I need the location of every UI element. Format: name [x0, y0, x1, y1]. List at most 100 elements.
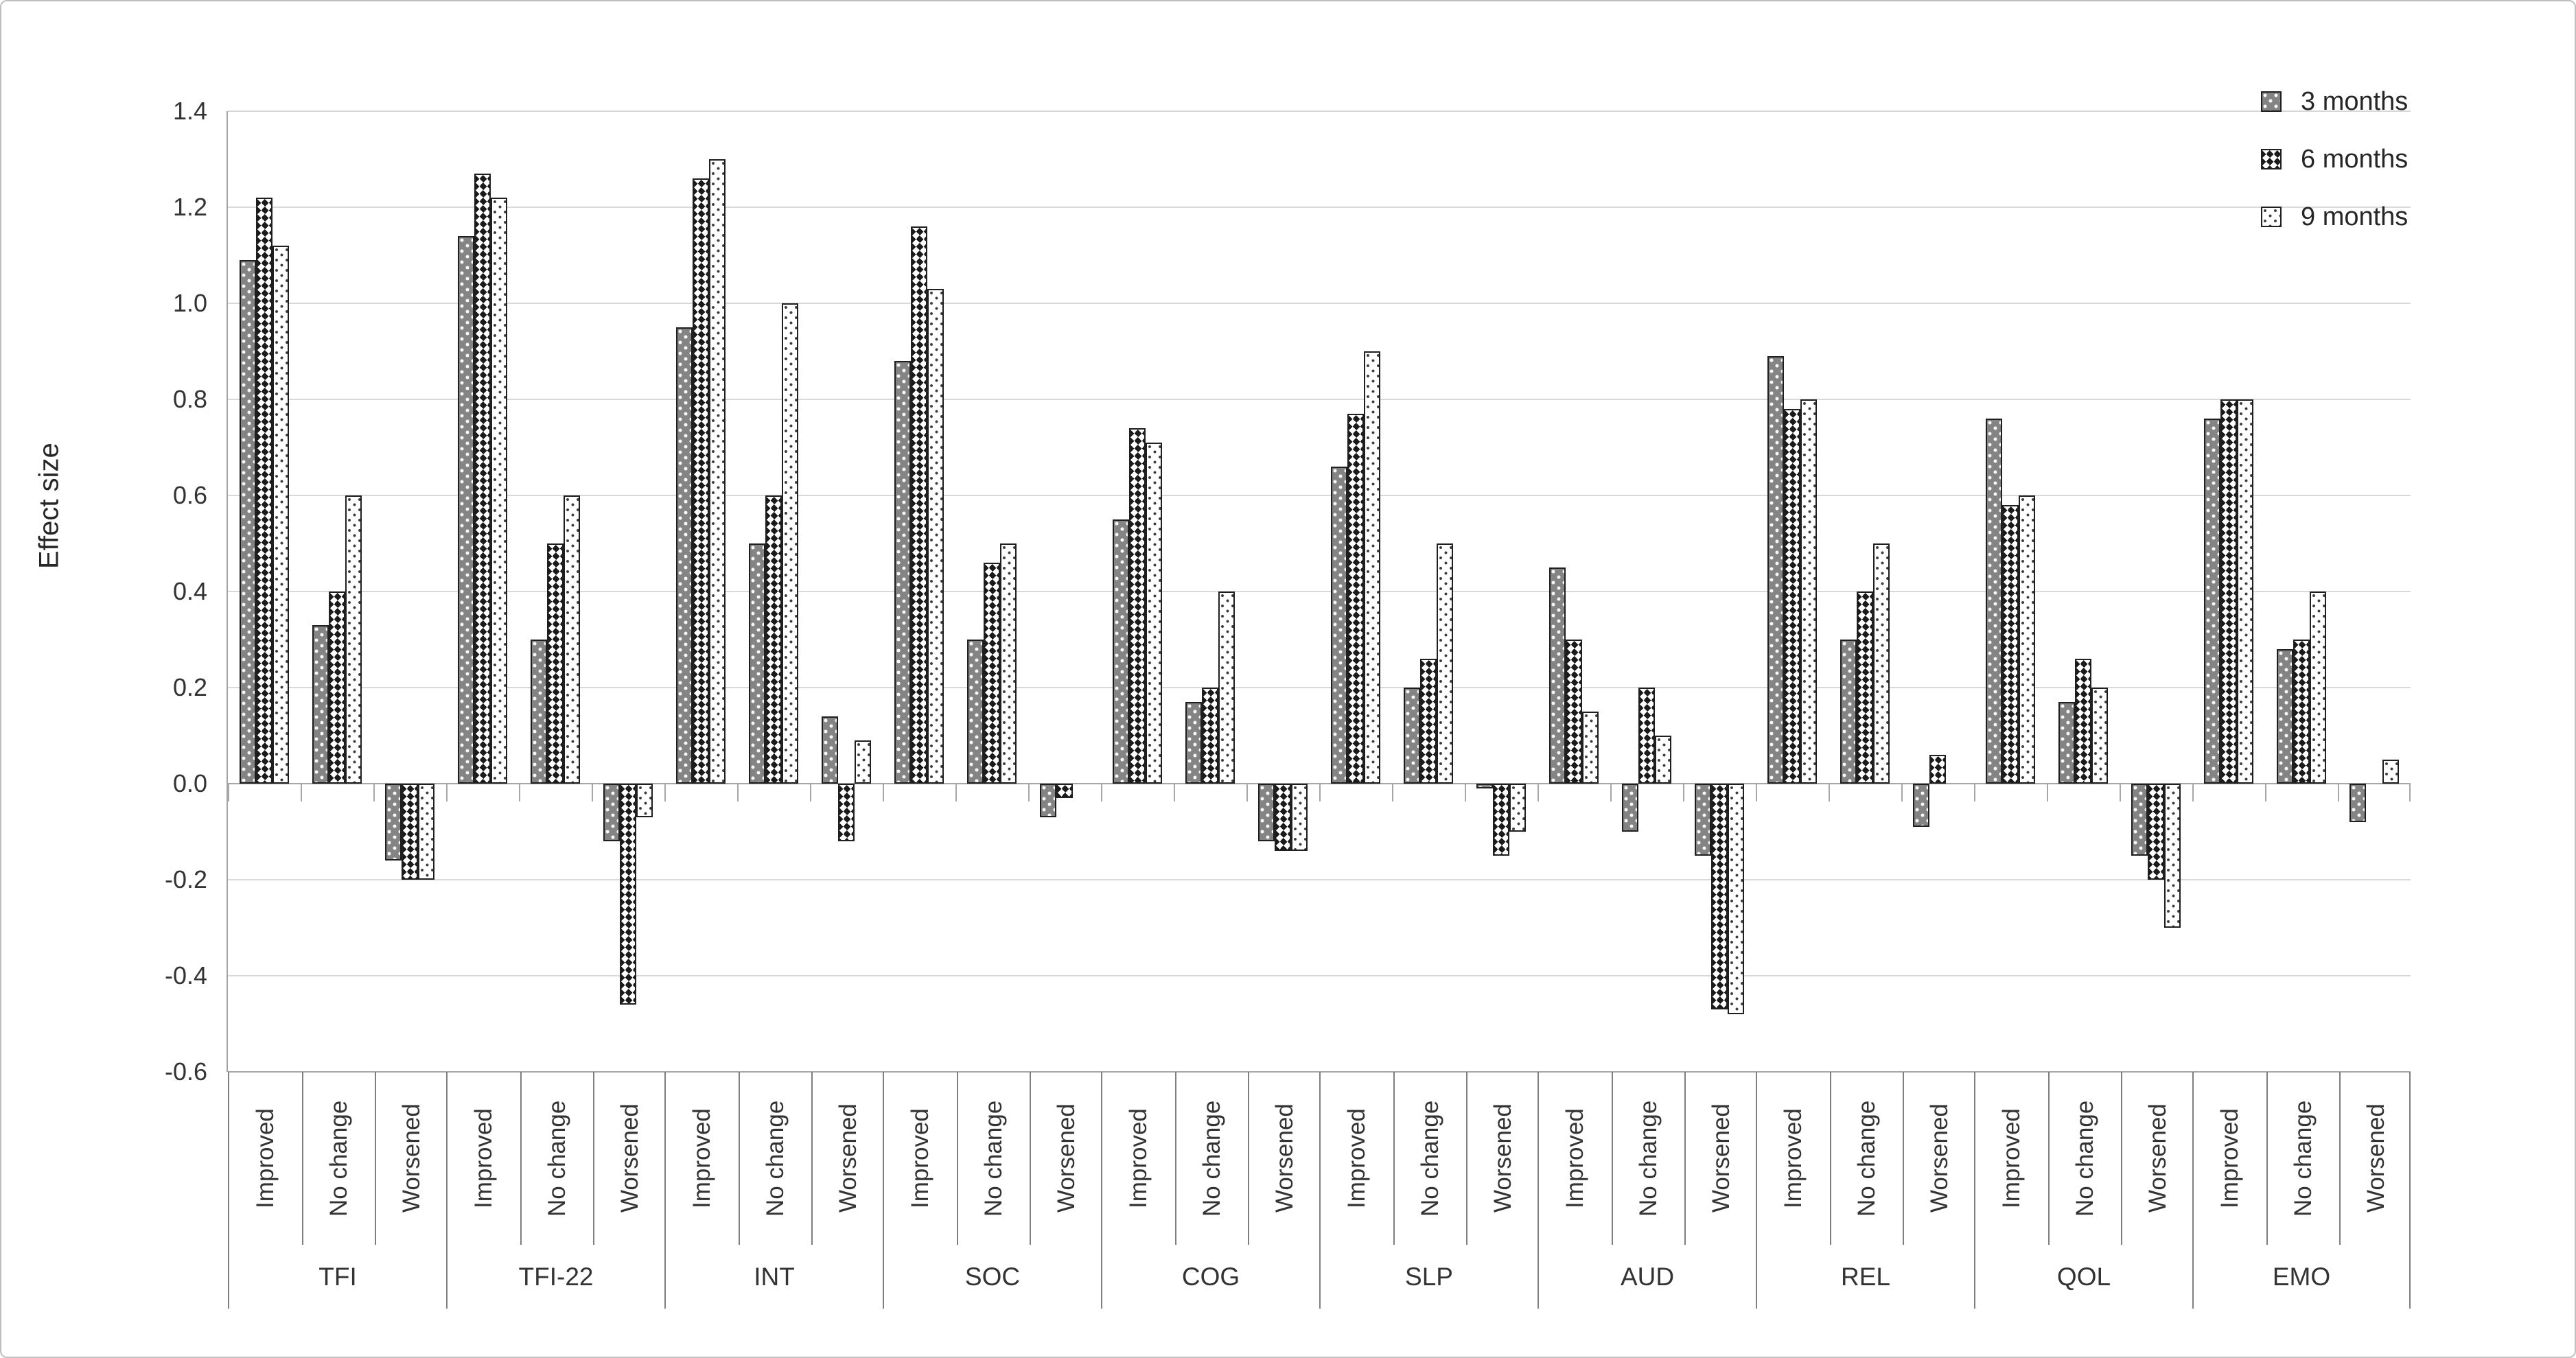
- subcategory-label: No change: [544, 1100, 570, 1217]
- zero-axis-tick: [1028, 784, 1030, 801]
- bar-COG-No-change-9-months: [1218, 592, 1235, 784]
- gridline: [228, 687, 2411, 688]
- bar-QOL-No-change-6-months: [2075, 659, 2091, 784]
- subcategory-label: Improved: [1780, 1108, 1807, 1208]
- y-tick-label: 0.0: [172, 769, 207, 797]
- bar-TFI-22-No-change-6-months: [547, 543, 564, 784]
- x-cell-Improved: Improved: [448, 1072, 520, 1245]
- subcategory-label: Worsened: [2363, 1103, 2389, 1213]
- x-cell-No-change: No change: [739, 1072, 811, 1245]
- bar-TFI-22-Improved-3-months: [458, 236, 474, 784]
- bar-SOC-No-change-9-months: [1000, 543, 1017, 784]
- bar-QOL-Improved-9-months: [2019, 495, 2035, 784]
- zero-axis-tick: [446, 784, 448, 801]
- zero-axis-tick: [1319, 784, 1321, 801]
- x-cell-Improved: Improved: [1539, 1072, 1612, 1245]
- x-cell-No-change: No change: [1612, 1072, 1684, 1245]
- bar-SLP-Worsened-3-months: [1476, 784, 1493, 788]
- subcategory-label: Improved: [1343, 1108, 1370, 1208]
- bar-INT-No-change-9-months: [782, 303, 798, 784]
- gridline: [228, 975, 2411, 976]
- bar-AUD-No-change-9-months: [1655, 736, 1671, 784]
- x-cell-Improved: Improved: [2194, 1072, 2266, 1245]
- bar-TFI-22-Improved-6-months: [474, 174, 491, 784]
- bar-AUD-Improved-6-months: [1566, 640, 1582, 784]
- bar-INT-Improved-3-months: [676, 327, 693, 784]
- legend-swatch-9-months-icon: [2261, 207, 2282, 227]
- x-cell-No-change: No change: [2266, 1072, 2339, 1245]
- bar-SOC-Improved-6-months: [911, 226, 927, 784]
- subcategory-label: Worsened: [616, 1103, 643, 1213]
- zero-axis-tick: [955, 784, 957, 801]
- bar-REL-No-change-6-months: [1857, 592, 1873, 784]
- x-cell-Worsened: Worsened: [2121, 1072, 2194, 1245]
- subcategory-label: Worsened: [1926, 1103, 1953, 1213]
- zero-axis-tick: [1683, 784, 1684, 801]
- gridline: [228, 207, 2411, 208]
- subcategory-label: No change: [2072, 1100, 2098, 1217]
- bar-INT-No-change-3-months: [749, 543, 765, 784]
- x-cell-Improved: Improved: [1102, 1072, 1175, 1245]
- bar-SOC-Improved-9-months: [927, 289, 944, 784]
- subcategory-label: No change: [1635, 1100, 1662, 1217]
- bar-EMO-No-change-3-months: [2277, 649, 2293, 784]
- subcategory-label: Improved: [470, 1108, 497, 1208]
- bar-TFI-Worsened-6-months: [402, 784, 418, 880]
- zero-axis-tick: [810, 784, 811, 801]
- group-label: AUD: [1620, 1263, 1675, 1291]
- bar-AUD-Improved-3-months: [1549, 567, 1566, 784]
- bar-SLP-Worsened-6-months: [1493, 784, 1509, 856]
- zero-axis-tick: [1974, 784, 1975, 801]
- bar-TFI-Worsened-9-months: [418, 784, 434, 880]
- bar-EMO-No-change-9-months: [2310, 592, 2326, 784]
- bar-COG-Improved-9-months: [1146, 443, 1162, 784]
- subcategory-label: Improved: [1562, 1108, 1588, 1208]
- x-group-COG: Improved No change Worsened COG: [1101, 1072, 1319, 1309]
- bar-REL-No-change-9-months: [1873, 543, 1890, 784]
- x-cell-Worsened: Worsened: [375, 1072, 448, 1245]
- x-cell-Improved: Improved: [229, 1072, 302, 1245]
- x-group-AUD: Improved No change Worsened AUD: [1538, 1072, 1756, 1309]
- y-tick-label: 0.8: [172, 385, 207, 413]
- x-cell-No-change: No change: [1175, 1072, 1248, 1245]
- subcategory-label: No change: [762, 1100, 789, 1217]
- gridline: [228, 495, 2411, 496]
- x-group-TFI: Improved No change Worsened TFI: [228, 1072, 446, 1309]
- bar-SLP-No-change-9-months: [1437, 543, 1453, 784]
- bar-COG-Worsened-6-months: [1275, 784, 1291, 851]
- bar-SOC-Improved-3-months: [894, 361, 911, 784]
- bar-AUD-Worsened-9-months: [1728, 784, 1744, 1014]
- bar-COG-Improved-6-months: [1129, 428, 1146, 784]
- group-label: REL: [1841, 1263, 1890, 1291]
- group-label: TFI-22: [518, 1263, 594, 1291]
- bar-SLP-Worsened-9-months: [1509, 784, 1526, 832]
- x-cell-Improved: Improved: [1321, 1072, 1393, 1245]
- zero-axis-tick: [592, 784, 593, 801]
- x-cell-No-change: No change: [1393, 1072, 1466, 1245]
- zero-axis-tick: [1246, 784, 1248, 801]
- bar-AUD-Worsened-3-months: [1695, 784, 1711, 856]
- y-tick-label: 1.4: [172, 97, 207, 125]
- subcategory-label: Worsened: [1708, 1103, 1734, 1213]
- zero-axis-tick: [737, 784, 739, 801]
- x-group-INT: Improved No change Worsened INT: [664, 1072, 883, 1309]
- group-label: QOL: [2056, 1263, 2111, 1291]
- zero-axis-tick: [228, 784, 229, 801]
- gridline: [228, 879, 2411, 880]
- subcategory-label: No change: [325, 1100, 352, 1217]
- bar-EMO-Improved-6-months: [2220, 399, 2237, 784]
- subcategory-label: Worsened: [1489, 1103, 1516, 1213]
- x-cell-No-change: No change: [1830, 1072, 1903, 1245]
- x-cell-Improved: Improved: [1757, 1072, 1830, 1245]
- gridline: [228, 399, 2411, 400]
- bar-EMO-Improved-3-months: [2204, 419, 2220, 784]
- y-axis-title: Effect size: [34, 443, 65, 569]
- bar-QOL-Worsened-9-months: [2164, 784, 2181, 928]
- x-group-SOC: Improved No change Worsened SOC: [883, 1072, 1101, 1309]
- x-cell-No-change: No change: [2048, 1072, 2121, 1245]
- bar-EMO-No-change-6-months: [2293, 640, 2310, 784]
- bar-TFI-Improved-9-months: [272, 246, 289, 784]
- y-tick-label: -0.2: [164, 865, 207, 893]
- subcategory-label: Worsened: [398, 1103, 425, 1213]
